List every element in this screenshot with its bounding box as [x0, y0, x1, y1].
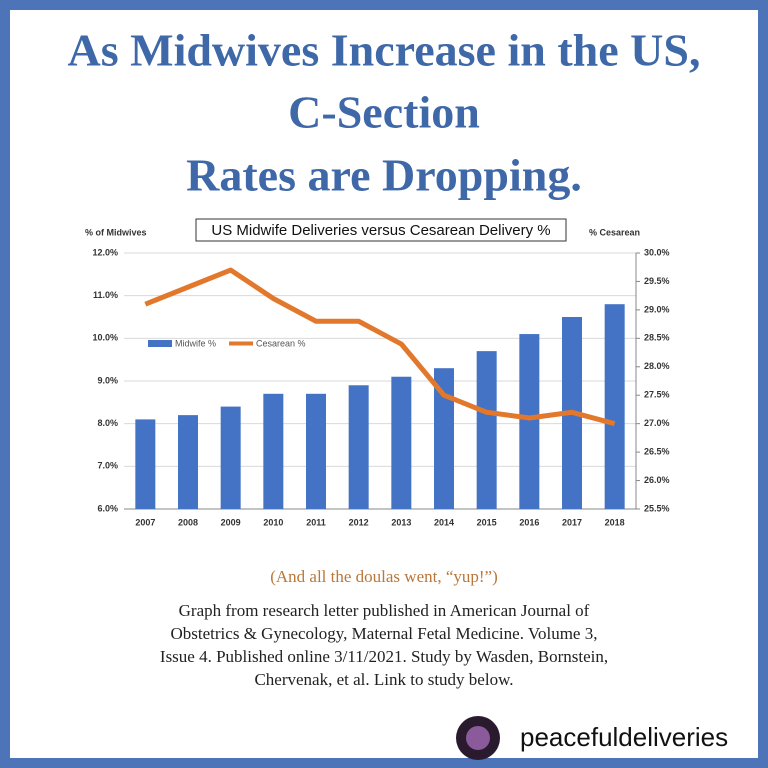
y2-tick-label: 30.0%	[644, 247, 670, 257]
y2-tick-label: 27.0%	[644, 418, 670, 428]
line	[144, 267, 616, 427]
chart-title: US Midwife Deliveries versus Cesarean De…	[211, 222, 550, 239]
y2-axis-label: % Cesarean	[589, 227, 640, 237]
y2-tick-label: 27.5%	[644, 390, 670, 400]
y2-tick-label: 29.0%	[644, 304, 670, 314]
x-tick-label: 2012	[349, 517, 369, 527]
bar	[135, 419, 156, 509]
bar	[519, 334, 540, 509]
bar	[263, 393, 284, 509]
y-tick-label: 9.0%	[97, 375, 118, 385]
legend-label: Midwife %	[175, 338, 216, 348]
legend-label: Cesarean %	[256, 338, 306, 348]
source-line: Chervenak, et al. Link to study below.	[254, 670, 513, 689]
y2-tick-label: 26.0%	[644, 475, 670, 485]
y-tick-label: 6.0%	[97, 503, 118, 513]
y-tick-label: 8.0%	[97, 418, 118, 428]
y-tick-label: 10.0%	[92, 333, 118, 343]
source-line: Obstetrics & Gynecology, Maternal Fetal …	[171, 624, 598, 643]
handle[interactable]: peacefuldeliveries	[520, 722, 728, 752]
headline: As Midwives Increase in the US,	[68, 25, 701, 76]
bar	[306, 393, 326, 509]
bar	[178, 415, 198, 509]
y2-tick-label: 29.5%	[644, 276, 670, 286]
chart-title-box	[195, 218, 567, 242]
x-tick-label: 2008	[178, 517, 198, 527]
y-tick-label: 7.0%	[97, 461, 118, 471]
y-tick-label: 12.0%	[92, 247, 118, 257]
headline: Rates are Dropping.	[186, 150, 582, 201]
x-tick-label: 2015	[477, 517, 497, 527]
bar	[391, 376, 412, 509]
y-axis-label: % of Midwives	[85, 227, 147, 237]
x-tick-label: 2017	[562, 517, 582, 527]
plot: 6.0% 7.0% 8.0% 9.0% 10.0% 11.0% 12.0% 25.5% 26.0…	[92, 247, 669, 527]
x-tick-label: 2007	[135, 517, 155, 527]
x-tick-label: 2009	[221, 517, 241, 527]
avatar-art	[466, 726, 490, 750]
y2-tick-label: 26.5%	[644, 446, 670, 456]
x-tick-label: 2011	[306, 517, 326, 527]
headline: C-Section	[288, 87, 480, 138]
x-tick-label: 2010	[263, 517, 283, 527]
bar	[434, 368, 454, 509]
source-line: Graph from research letter published in …	[179, 601, 590, 620]
bar	[604, 304, 625, 509]
y2-tick-label: 28.5%	[644, 333, 670, 343]
caption: (And all the doulas went, “yup!”)	[270, 567, 498, 586]
bar	[476, 351, 497, 509]
source-line: Issue 4. Published online 3/11/2021. Stu…	[160, 647, 608, 666]
bar	[348, 385, 369, 509]
y-tick-label: 11.0%	[93, 290, 118, 300]
x-tick-label: 2016	[519, 517, 539, 527]
y2-tick-label: 25.5%	[644, 503, 670, 513]
legend-swatch	[148, 340, 172, 347]
bar	[220, 406, 241, 509]
x-tick-label: 2013	[391, 517, 411, 527]
x-tick-label: 2018	[605, 517, 625, 527]
y2-tick-label: 28.0%	[644, 361, 670, 371]
x-tick-label: 2014	[434, 517, 454, 527]
